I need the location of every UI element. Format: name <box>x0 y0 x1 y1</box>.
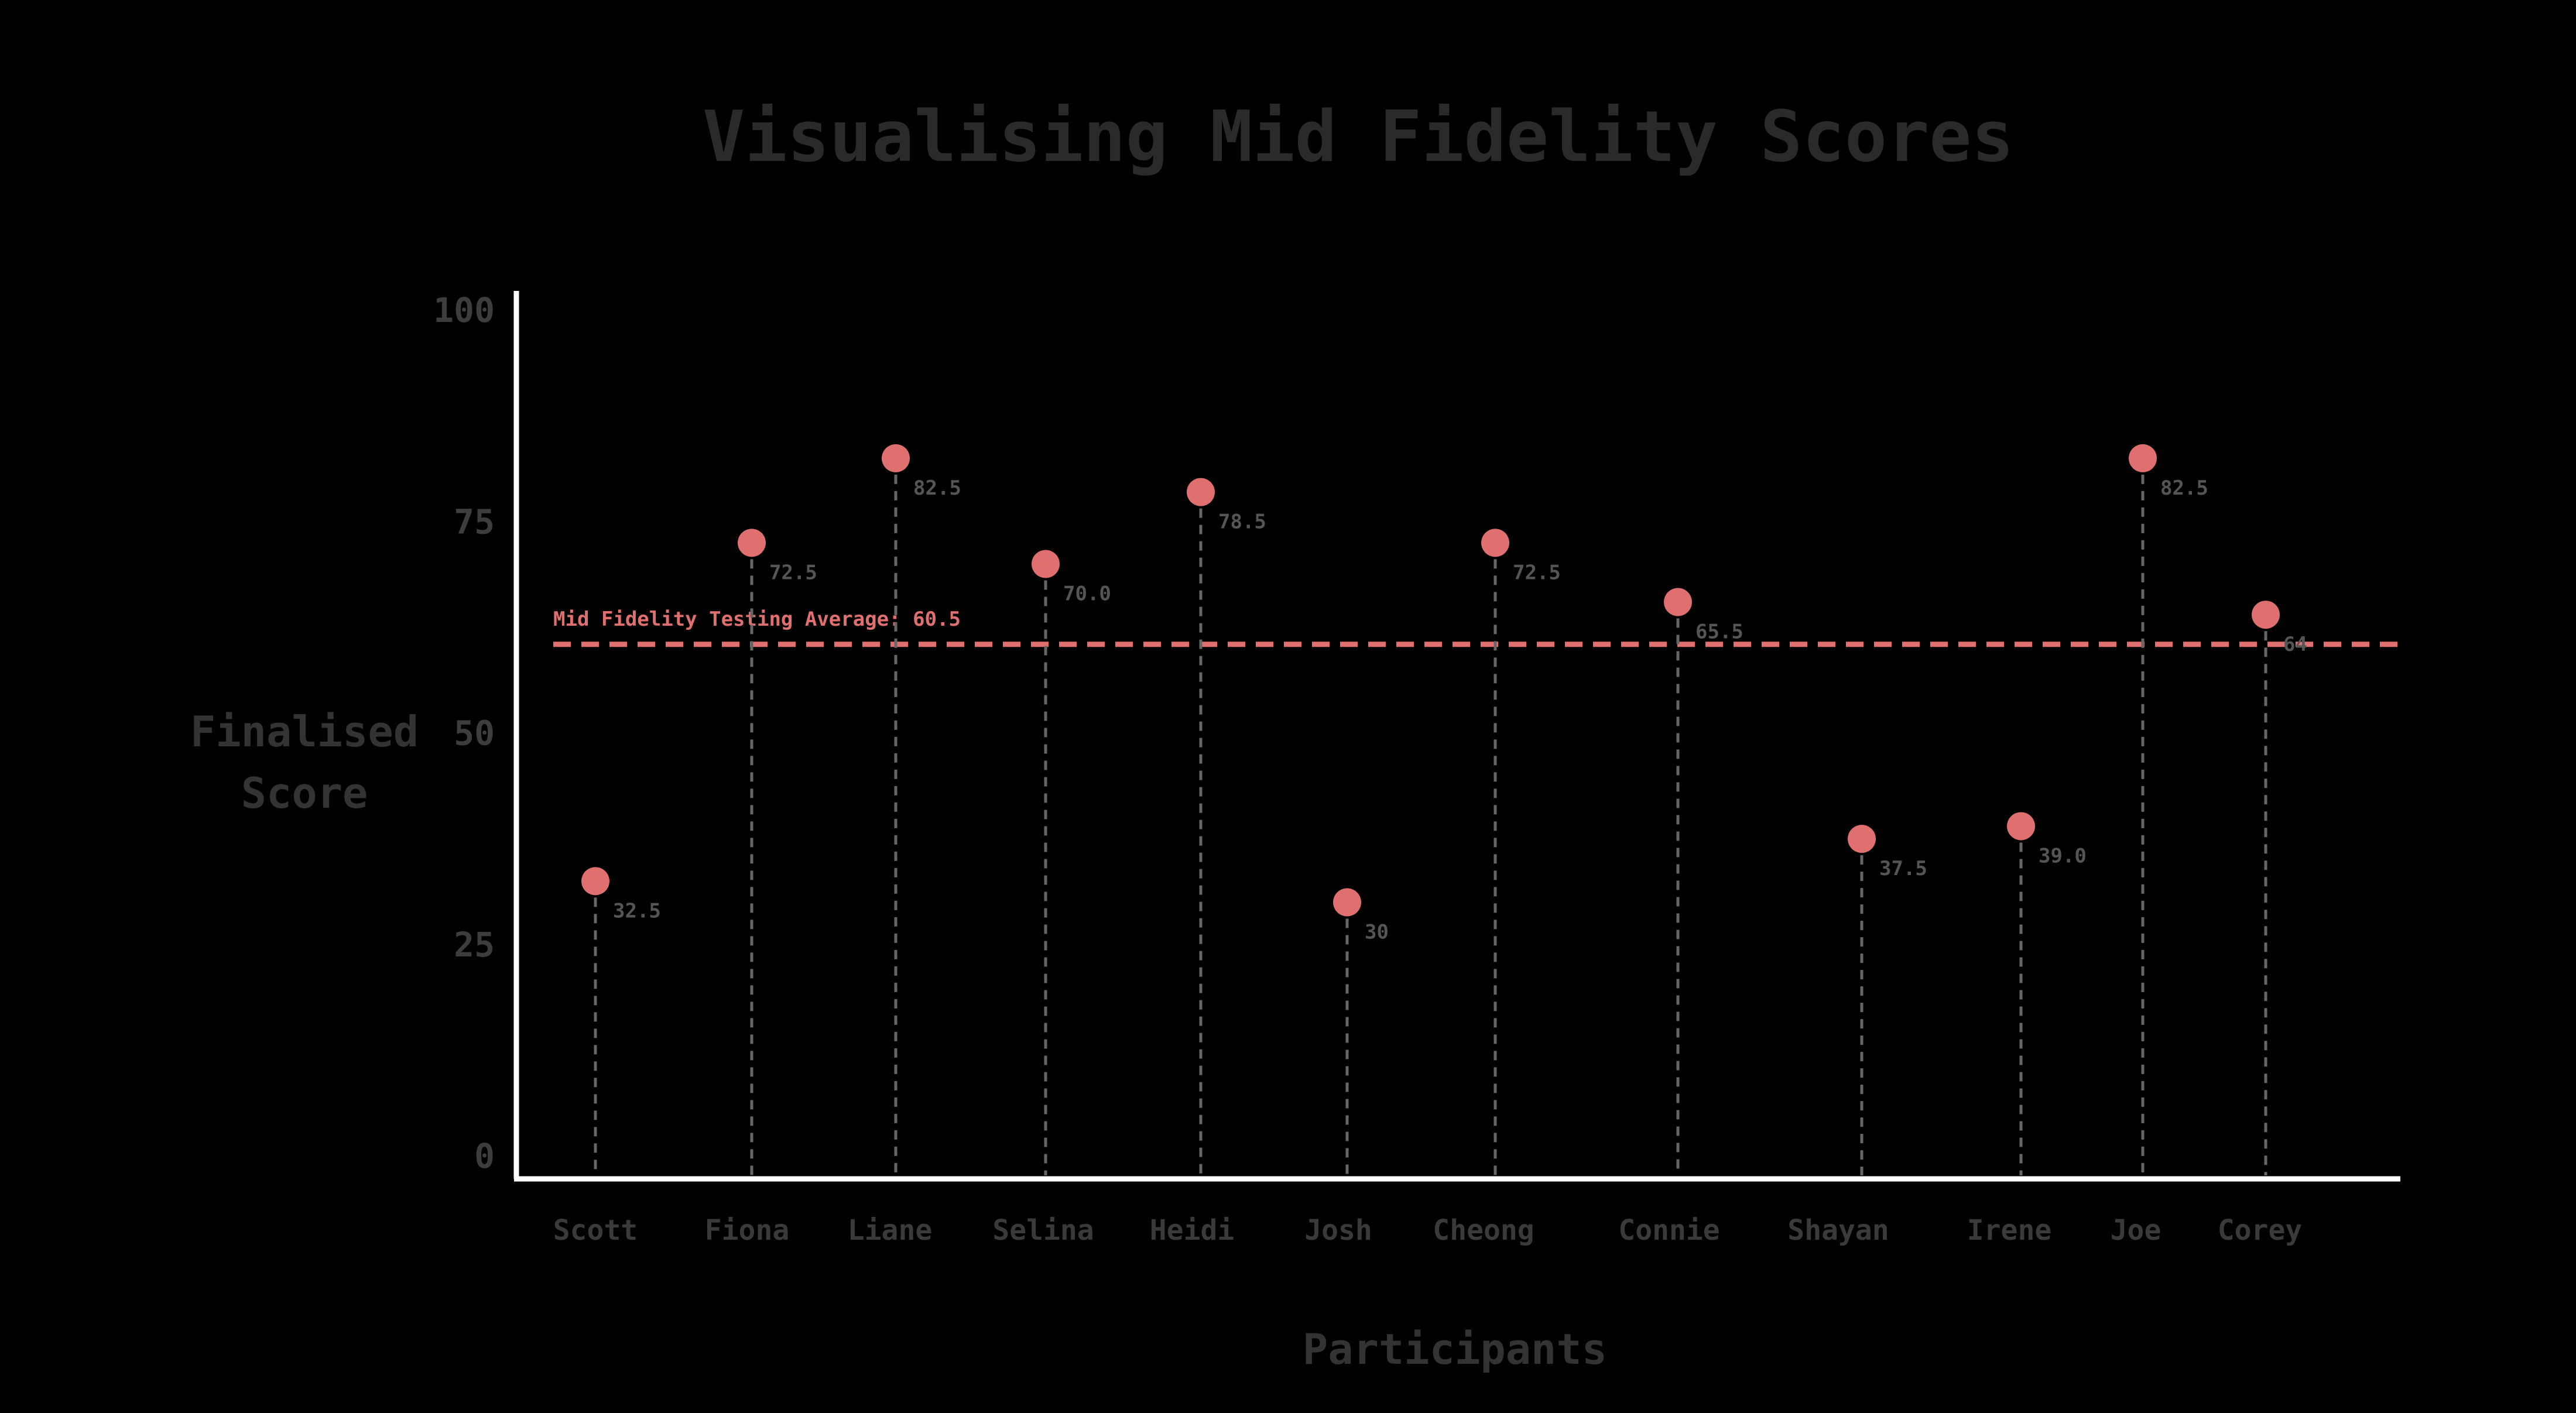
data-point <box>1848 825 1876 853</box>
data-point <box>581 867 609 896</box>
data-label: 37.5 <box>1879 857 1927 880</box>
average-reference-label: Mid Fidelity Testing Average: 60.5 <box>553 608 961 631</box>
chart-title: Visualising Mid Fidelity Scores <box>703 97 2014 178</box>
y-tick-label: 100 <box>433 290 495 330</box>
data-point <box>2252 601 2280 629</box>
data-point <box>1481 529 1509 557</box>
y-axis-title: Finalised Score <box>190 707 419 818</box>
y-tick-label: 75 <box>454 502 495 541</box>
x-tick-label: Fiona <box>705 1214 790 1247</box>
y-tick-label: 50 <box>454 714 495 753</box>
x-tick-label: Scott <box>553 1214 638 1247</box>
y-tick-label: 25 <box>454 925 495 965</box>
data-point <box>2007 812 2035 841</box>
data-label: 72.5 <box>769 561 817 584</box>
x-axis-title: Participants <box>1303 1325 1607 1374</box>
data-point <box>1032 550 1060 578</box>
data-point <box>738 529 766 557</box>
data-label: 78.5 <box>1218 510 1266 534</box>
x-tick-label: Selina <box>992 1214 1094 1247</box>
data-label: 82.5 <box>913 476 961 500</box>
x-tick-label: Josh <box>1304 1214 1372 1247</box>
data-point <box>1664 588 1692 616</box>
x-tick-label: Connie <box>1618 1214 1719 1247</box>
x-tick-label: Cheong <box>1433 1214 1534 1247</box>
x-tick-label: Joe <box>2111 1214 2161 1247</box>
data-label: 32.5 <box>613 899 661 922</box>
data-point <box>882 444 910 472</box>
data-label: 82.5 <box>2160 476 2208 500</box>
data-point <box>1333 888 1361 917</box>
x-tick-label: Corey <box>2218 1214 2303 1247</box>
data-point <box>2129 444 2157 472</box>
x-tick-label: Irene <box>1967 1214 2052 1247</box>
x-tick-label: Heidi <box>1150 1214 1235 1247</box>
x-tick-label: Liane <box>848 1214 933 1247</box>
data-label: 64 <box>2283 633 2307 656</box>
data-point <box>1187 478 1215 506</box>
data-label: 65.5 <box>1695 620 1743 644</box>
data-label: 72.5 <box>1513 561 1561 584</box>
data-label: 39.0 <box>2039 844 2087 867</box>
x-tick-label: Shayan <box>1787 1214 1889 1247</box>
y-tick-label: 0 <box>474 1136 495 1176</box>
data-label: 70.0 <box>1063 582 1111 606</box>
data-label: 30 <box>1365 921 1389 944</box>
